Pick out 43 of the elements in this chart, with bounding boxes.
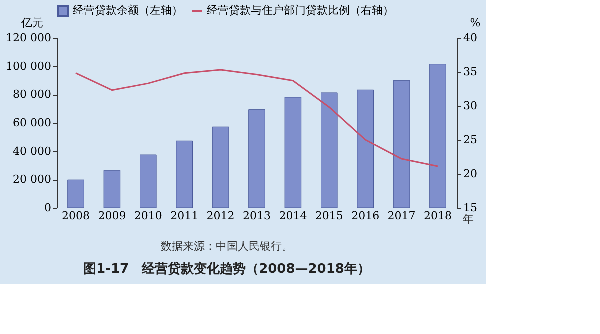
x-tick-label: 2016 xyxy=(352,210,380,222)
source-note: 数据来源：中国人民银行。 xyxy=(161,240,293,253)
bar xyxy=(430,64,446,208)
bar xyxy=(212,126,230,208)
y2-tick-label: 20 xyxy=(464,168,478,180)
y-tick-label: 0 xyxy=(44,202,52,214)
y-tick-label: 40 000 xyxy=(13,144,52,158)
y-tick-label: 100 000 xyxy=(6,60,52,73)
text: 图1-17 经营贷款变化趋势（2008—2018年） xyxy=(84,261,370,277)
bar xyxy=(140,154,157,208)
y-tick-label: 20 000 xyxy=(13,173,52,186)
bar xyxy=(104,170,121,208)
x-tick-label: 2008 xyxy=(62,210,90,222)
x-tick-label: 2017 xyxy=(388,210,416,222)
x-axis-title: 年 xyxy=(463,213,474,226)
bar xyxy=(357,90,374,208)
x-tick-label: 2015 xyxy=(315,210,344,222)
y2-tick-label: 25 xyxy=(464,134,478,146)
legend-label: 经营贷款与住户部门贷款比例（右轴） xyxy=(207,4,394,17)
bar xyxy=(393,80,410,208)
y2-axis-title: % xyxy=(470,16,481,30)
y2-tick-label: 15 xyxy=(464,202,478,214)
x-tick-label: 2014 xyxy=(279,210,308,222)
x-tick-label: 2018 xyxy=(424,210,452,222)
y-tick-label: 120 000 xyxy=(6,32,52,44)
x-tick-label: 2012 xyxy=(206,210,235,222)
bar xyxy=(176,140,193,208)
bar xyxy=(321,92,338,208)
y-tick-label: 80 000 xyxy=(13,88,52,102)
x-tick-label: 2013 xyxy=(243,210,271,222)
x-tick-label: 2009 xyxy=(98,210,126,222)
x-tick-label: 2011 xyxy=(170,210,199,222)
y-axis-title: 亿元 xyxy=(20,16,44,30)
line-series xyxy=(75,69,439,168)
y2-tick-label: 40 xyxy=(464,32,478,44)
bar xyxy=(68,180,84,208)
bar xyxy=(248,110,266,208)
x-tick-label: 2010 xyxy=(134,210,162,222)
y-tick-label: 60 000 xyxy=(13,116,52,130)
y2-tick-label: 30 xyxy=(464,100,478,112)
bar xyxy=(284,97,302,208)
y2-tick-label: 35 xyxy=(464,66,478,78)
legend-label: 经营贷款余额（左轴） xyxy=(73,4,183,17)
